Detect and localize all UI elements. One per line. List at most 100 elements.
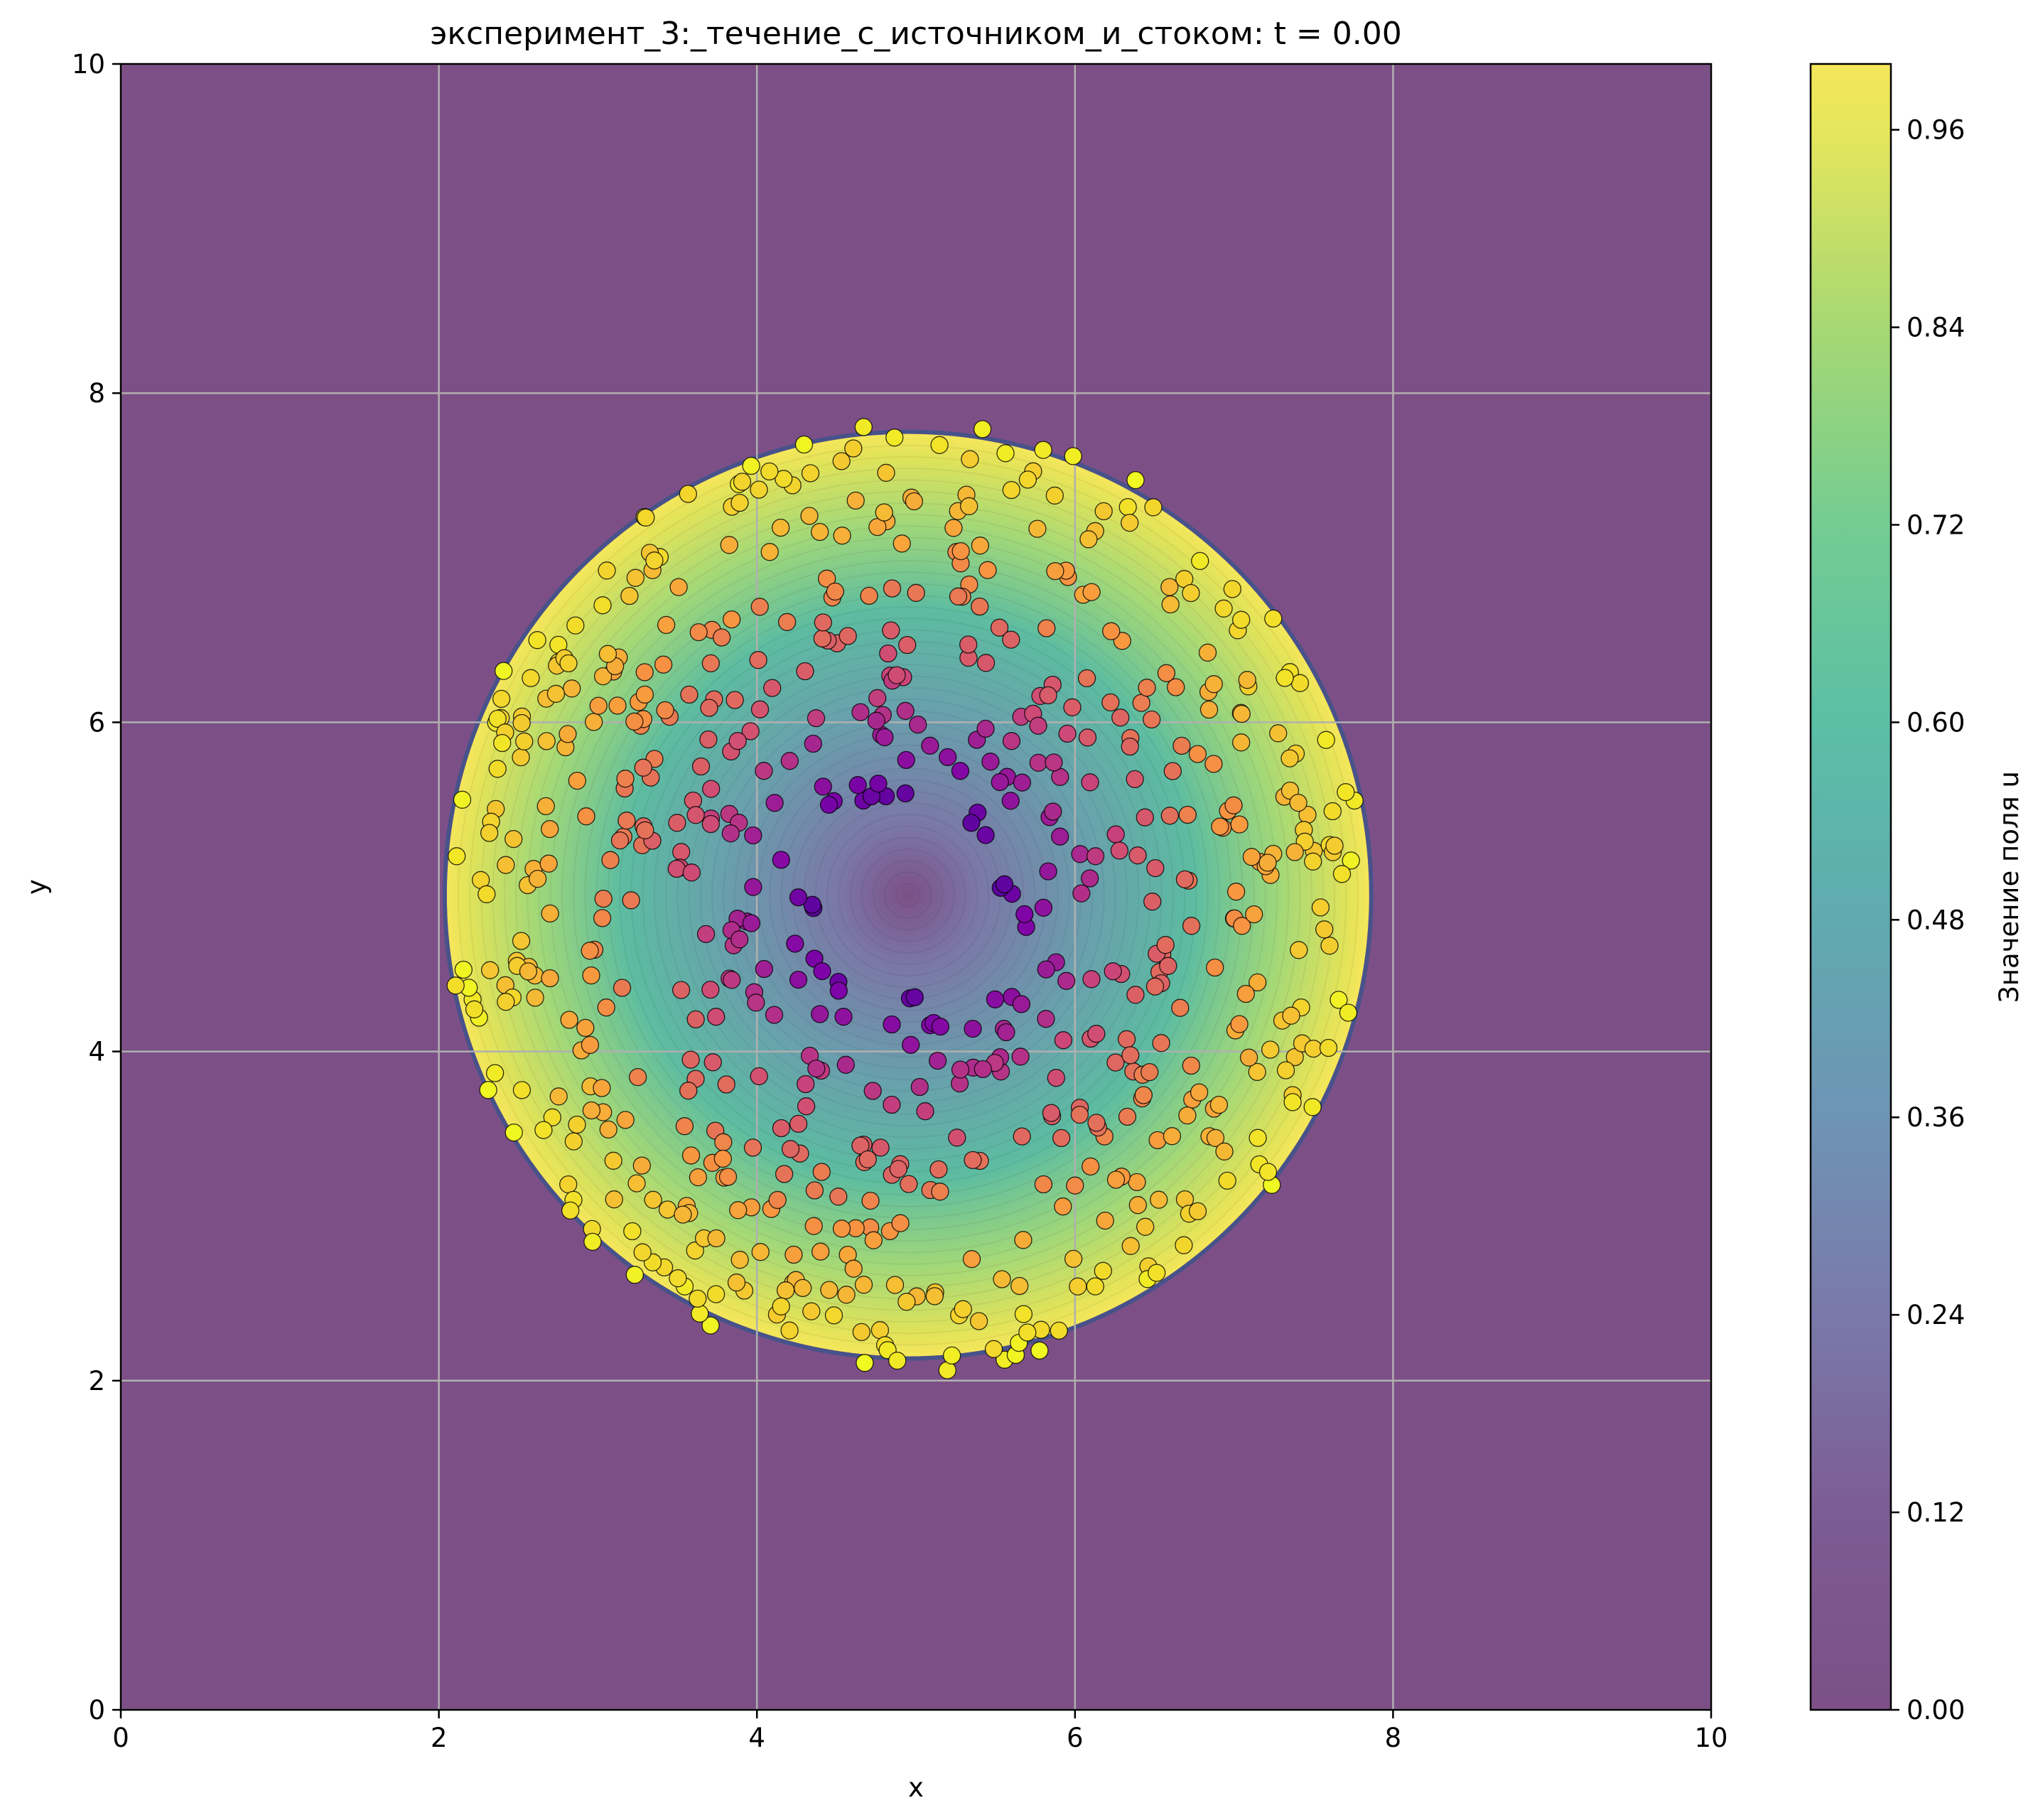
scatter-point xyxy=(712,628,731,647)
scatter-point xyxy=(597,998,615,1017)
scatter-point xyxy=(581,942,599,960)
scatter-point xyxy=(993,1270,1011,1288)
scatter-point xyxy=(1078,728,1097,747)
scatter-point xyxy=(730,1251,749,1269)
scatter-point xyxy=(537,797,555,816)
colorbar-tick-label: 0.48 xyxy=(1907,905,1965,935)
scatter-point xyxy=(728,732,747,750)
scatter-point xyxy=(626,569,645,587)
scatter-point xyxy=(910,1077,929,1097)
scatter-point xyxy=(686,1010,705,1029)
scatter-point xyxy=(826,582,844,601)
scatter-point xyxy=(1160,578,1179,596)
scatter-point xyxy=(1190,1083,1209,1102)
scatter-point xyxy=(1045,753,1063,772)
scatter-point xyxy=(636,821,654,839)
scatter-point xyxy=(689,1168,708,1187)
scatter-point xyxy=(582,1101,601,1120)
scatter-point xyxy=(625,712,644,731)
scatter-point xyxy=(669,578,688,596)
scatter-point xyxy=(681,1050,700,1069)
contour-ring xyxy=(699,686,1116,1104)
scatter-point xyxy=(1066,1176,1084,1195)
scatter-point xyxy=(1264,609,1283,628)
scatter-point xyxy=(634,758,652,777)
scatter-point xyxy=(743,1138,762,1157)
scatter-point xyxy=(1171,998,1190,1017)
scatter-point xyxy=(749,651,767,669)
scatter-point xyxy=(1128,1173,1146,1192)
scatter-point xyxy=(888,666,906,684)
scatter-point xyxy=(625,1266,644,1284)
scatter-point xyxy=(707,1229,726,1248)
scatter-point xyxy=(1013,773,1032,792)
scatter-point xyxy=(1118,1107,1137,1126)
scatter-point xyxy=(1081,869,1099,888)
scatter-point xyxy=(834,1008,853,1026)
scatter-point xyxy=(1028,519,1047,538)
scatter-point xyxy=(1230,815,1249,834)
scatter-point xyxy=(568,771,586,790)
y-tick-label: 10 xyxy=(72,49,105,80)
scatter-point xyxy=(1218,1171,1236,1190)
scatter-point xyxy=(897,1293,916,1311)
scatter-point xyxy=(1002,630,1020,649)
contour-ring xyxy=(895,883,921,908)
scatter-point xyxy=(1010,1276,1029,1296)
scatter-point xyxy=(1182,917,1201,935)
scatter-point xyxy=(1178,805,1197,824)
scatter-point xyxy=(1150,1190,1168,1209)
scatter-point xyxy=(599,1120,618,1139)
scatter-point xyxy=(771,518,790,537)
scatter-point xyxy=(1071,845,1089,863)
scatter-point xyxy=(1058,724,1077,743)
scatter-point xyxy=(1146,858,1165,878)
scatter-point xyxy=(885,1276,905,1294)
scatter-point xyxy=(1045,486,1064,505)
x-tick-label: 4 xyxy=(748,1723,765,1753)
y-tick-label: 4 xyxy=(88,1037,105,1067)
plot-frame xyxy=(119,63,1713,1711)
scatter-point xyxy=(720,536,738,554)
scatter-point xyxy=(689,1289,707,1308)
scatter-point xyxy=(707,1008,726,1026)
scatter-point xyxy=(1156,936,1175,954)
scatter-point xyxy=(973,420,992,438)
scatter-point xyxy=(860,586,878,605)
scatter-point xyxy=(560,1011,578,1029)
contour-ring xyxy=(861,848,955,942)
y-axis-label: y xyxy=(21,879,52,895)
field-edge-ring xyxy=(442,429,1374,1361)
scatter-point xyxy=(863,1082,882,1100)
scatter-point xyxy=(549,1087,568,1106)
scatter-point xyxy=(543,1108,561,1126)
scatter-point xyxy=(1079,530,1098,549)
scatter-point xyxy=(868,689,887,707)
scatter-point xyxy=(871,1138,890,1157)
scatter-point xyxy=(534,1121,553,1139)
scatter-point xyxy=(1269,724,1288,743)
scatter-point xyxy=(964,1019,982,1038)
scatter-point xyxy=(882,621,900,640)
scatter-point xyxy=(750,598,769,616)
scatter-point xyxy=(618,812,636,830)
colorbar-ticks: 0.00 0.12 0.24 0.36 0.48 0.60 0.72 0.84 0.96 xyxy=(1891,115,1965,1725)
scatter-point xyxy=(864,1231,883,1249)
scatter-point xyxy=(1191,551,1209,571)
colorbar-label: Значение поля u xyxy=(1994,771,2024,1003)
scatter-point xyxy=(777,613,797,631)
x-tick-label: 6 xyxy=(1067,1723,1084,1753)
scatter-point xyxy=(971,597,989,616)
colorbar-fill xyxy=(1811,64,1891,1710)
scatter-point xyxy=(1082,1157,1100,1176)
scatter-point xyxy=(971,537,989,555)
scatter-point xyxy=(713,1149,732,1168)
scatter-point xyxy=(644,1190,662,1209)
scatter-point xyxy=(1175,1236,1193,1254)
scatter-point xyxy=(832,1219,851,1238)
scatter-point xyxy=(1063,698,1082,716)
scatter-point xyxy=(1258,1163,1278,1181)
scatter-point xyxy=(961,450,979,468)
scatter-point xyxy=(976,826,995,844)
scatter-point xyxy=(696,925,716,944)
